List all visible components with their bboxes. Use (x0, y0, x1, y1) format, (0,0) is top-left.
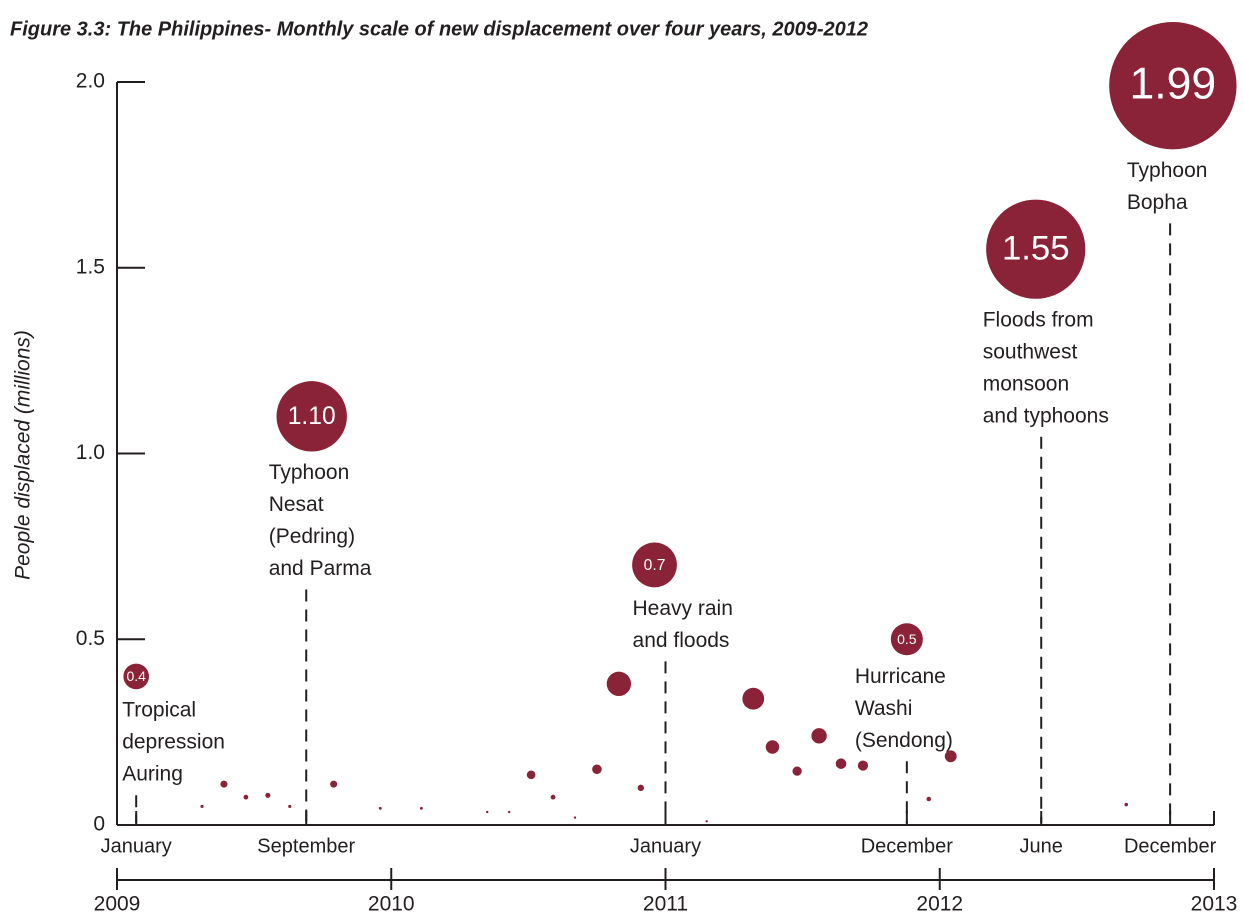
y-tick-label: 0.5 (76, 627, 105, 650)
y-tick-label: 2.0 (76, 70, 105, 93)
bubble (705, 820, 708, 823)
annotation: and floods (633, 629, 730, 652)
bubble (378, 806, 382, 810)
annotation: Tropical (122, 699, 196, 722)
bubble (265, 792, 271, 798)
bubble (926, 796, 932, 802)
bubble-label: 1.10 (288, 403, 336, 430)
bubble (637, 784, 645, 792)
chart-title: Figure 3.3: The Philippines- Monthly sca… (10, 18, 868, 40)
bubble-label: 0.4 (126, 668, 146, 684)
annotation: Heavy rain (633, 597, 733, 620)
annotation: Auring (122, 763, 183, 786)
annotation: Floods from (983, 308, 1094, 331)
bubble (200, 804, 204, 809)
annotation: Washi (855, 697, 913, 720)
month-tick-label: December (1124, 835, 1217, 857)
bubble (606, 671, 632, 696)
bubble (1109, 22, 1237, 150)
annotation: and typhoons (983, 404, 1109, 427)
x-tick-label: 2013 (1191, 893, 1238, 916)
annotation: monsoon (983, 372, 1069, 395)
bubble (573, 816, 577, 819)
annotation: Typhoon (1127, 159, 1208, 182)
annotation: and Parma (269, 557, 372, 580)
annotation: Nesat (269, 493, 324, 516)
bubble (632, 542, 677, 588)
y-axis-label: People displaced (millions) (12, 330, 35, 580)
y-tick-label: 1.5 (76, 255, 105, 278)
bubble (243, 794, 249, 800)
bubble (765, 740, 780, 754)
bubble (986, 199, 1086, 299)
bubble (276, 381, 347, 452)
month-tick-label: September (257, 835, 355, 857)
bubble (857, 760, 869, 771)
month-tick-label: June (1020, 835, 1063, 857)
bubble-label: 0.5 (897, 631, 917, 647)
bubble-label: 1.55 (1002, 229, 1070, 267)
bubble (592, 764, 602, 775)
annotation: southwest (983, 340, 1078, 363)
annotation: Hurricane (855, 665, 946, 688)
bubble (835, 758, 847, 769)
bubble-label: 1.99 (1129, 59, 1216, 108)
bubble (123, 663, 149, 690)
y-tick-label: 1.0 (76, 441, 105, 464)
month-tick-label: December (861, 835, 954, 857)
bubble (550, 794, 556, 800)
bubble (507, 810, 511, 814)
bubble (220, 780, 228, 788)
y-tick-label: 0 (93, 813, 105, 836)
bubble (944, 750, 957, 763)
annotation: Bopha (1127, 191, 1188, 214)
annotation: depression (122, 731, 225, 754)
bubble (1124, 802, 1128, 807)
bubble (742, 687, 765, 710)
bubble (811, 728, 827, 744)
x-tick-label: 2012 (916, 893, 963, 916)
month-tick-label: January (630, 835, 701, 857)
bubble (288, 804, 292, 809)
x-tick-label: 2009 (94, 893, 141, 916)
bubble (330, 780, 338, 788)
month-tick-label: January (101, 835, 172, 857)
bubble (526, 770, 536, 780)
bubble (890, 623, 923, 656)
annotation: (Sendong) (855, 729, 953, 752)
bubble (792, 766, 802, 776)
annotation: (Pedring) (269, 525, 355, 548)
bubble (486, 810, 489, 814)
annotation: Typhoon (269, 461, 350, 484)
x-tick-label: 2010 (368, 893, 415, 916)
x-tick-label: 2011 (643, 893, 688, 916)
bubble-label: 0.7 (644, 557, 666, 574)
bubble (419, 806, 423, 810)
